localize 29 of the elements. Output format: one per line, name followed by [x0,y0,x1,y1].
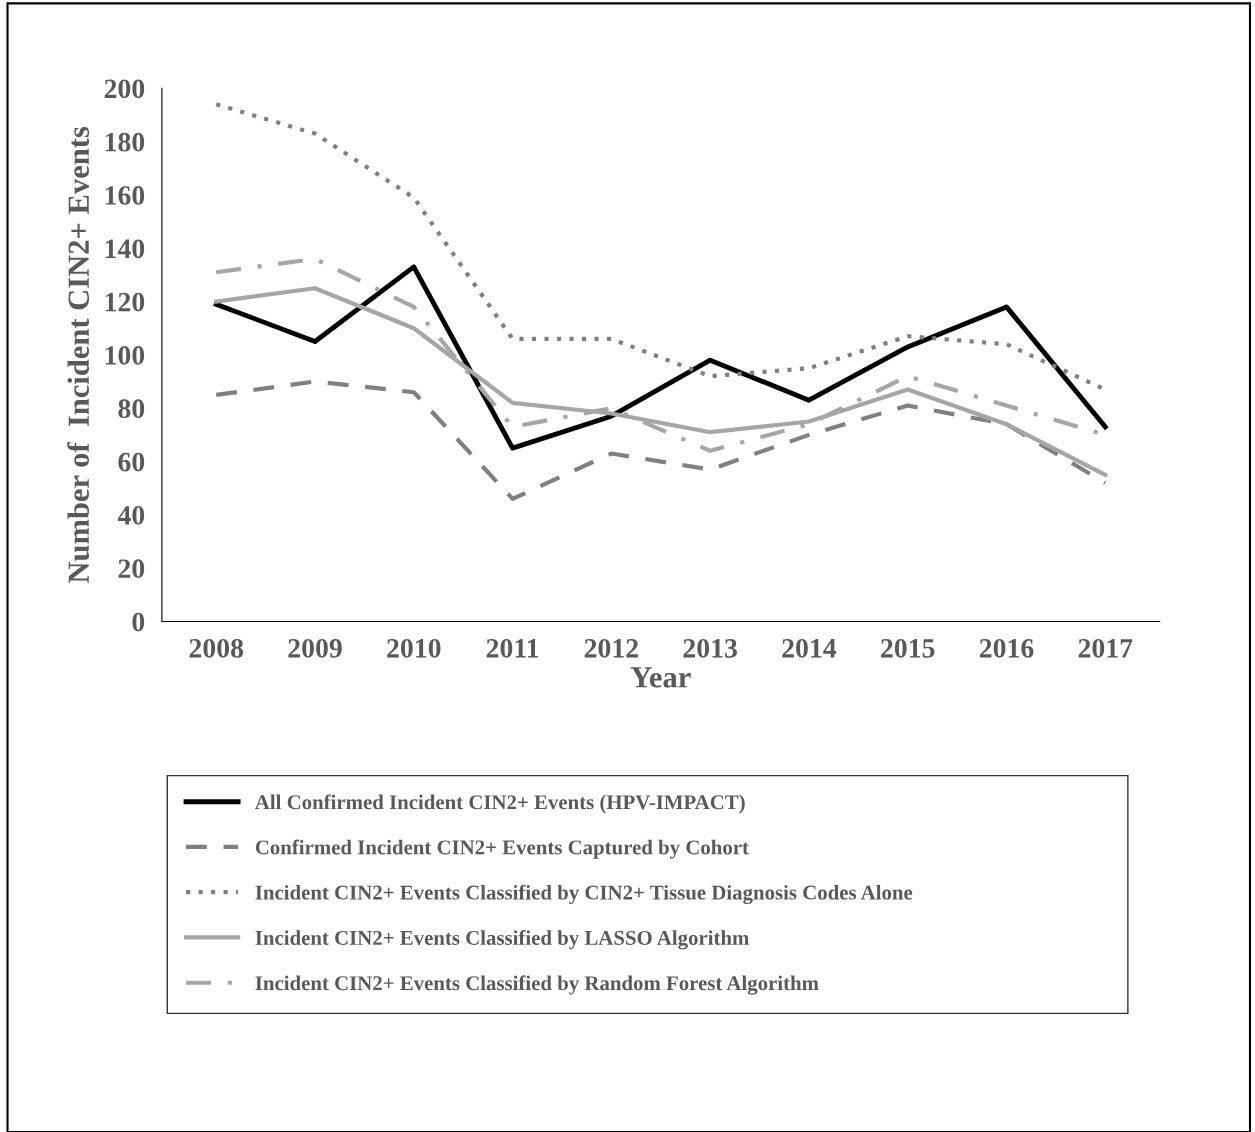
x-tick-label: 2015 [881,638,935,658]
x-tick-label: 2009 [288,638,342,658]
y-tick-label: 100 [105,346,145,365]
legend-label: All Confirmed Incident CIN2+ Events (HPV-IMPACT) [255,794,745,814]
y-tick-label: 40 [117,506,145,525]
y-tick-label: 20 [118,559,145,579]
x-tick-label: 2017 [1078,638,1133,658]
x-tick-label: 2008 [189,638,244,658]
legend-label: Incident CIN2+ Events Classified by LASSO Algorithm [255,930,750,950]
legend-label: Incident CIN2+ Events Classified by CIN2+ Tissue Diagnosis Codes Alone [255,884,913,905]
y-tick-label: 200 [104,79,145,99]
x-tick-label: 2012 [584,638,638,658]
x-tick-label: 2013 [683,638,737,658]
x-tick-label: 2016 [979,638,1034,658]
legend-label: Confirmed Incident CIN2+ Events Captured by Cohort [255,839,749,859]
x-axis-title: Year [630,667,691,688]
y-tick-label: 80 [118,399,145,419]
legend-label: Incident CIN2+ Events Classified by Random Forest Algorithm [255,975,819,995]
y-tick-label: 60 [118,452,145,472]
y-tick-label: 120 [105,292,145,312]
y-tick-label: 180 [105,132,145,152]
x-tick-label: 2010 [387,638,441,658]
y-tick-label: 0 [132,612,145,632]
y-tick-label: 140 [105,239,145,259]
y-axis-title: Number of Incident CIN2+ Events [67,126,90,583]
x-tick-label: 2014 [782,638,837,658]
line-series [214,379,1108,501]
y-tick-label: 160 [105,186,145,205]
x-tick-label: 2011 [486,638,539,658]
